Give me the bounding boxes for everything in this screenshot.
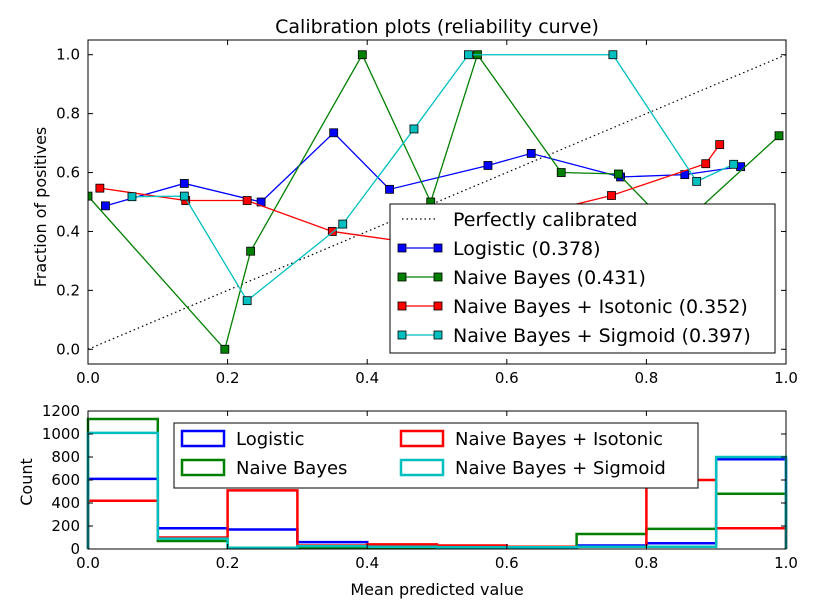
- histogram-legend-label-0: Logistic: [236, 429, 304, 450]
- histogram-legend-swatch-3: [399, 458, 445, 477]
- histogram-legend-label-1: Naive Bayes: [236, 458, 347, 479]
- series-2-point-0: [88, 191, 93, 201]
- series-4-point-1: [179, 191, 189, 201]
- histogram-y-axis-label: Count: [17, 458, 36, 506]
- histogram-plot-area: 0.0 0.2 0.4 0.6 0.8 1.0 0 200 400 600 800 1000 1200: [42, 402, 798, 572]
- y-tick-label: 0.4: [56, 222, 80, 240]
- x-tick-label: 0.2: [216, 554, 240, 572]
- calibration-legend: Perfectly calibrated Logistic (0.378) Naiv…: [389, 203, 776, 354]
- y-axis-label: Fraction of positives: [31, 127, 50, 288]
- histogram-legend-swatch-2: [399, 429, 445, 448]
- histogram-legend-swatch-1: [180, 458, 226, 477]
- series-2-point-9: [774, 131, 784, 141]
- legend-marker-2: [397, 272, 407, 282]
- series-4-point-2: [242, 296, 252, 306]
- y-tick-label: 0.8: [56, 105, 80, 123]
- calibration-plot: Calibration plots (reliability curve) Fr…: [31, 16, 798, 387]
- series-4-point-8: [729, 159, 739, 169]
- legend-marker-1: [397, 243, 407, 253]
- x-tick-label: 0.8: [634, 554, 658, 572]
- histogram-legend-swatch-0: [180, 429, 226, 448]
- series-3-point-3: [327, 227, 337, 236]
- y-tick-label: 0.0: [56, 340, 80, 358]
- y-tick-label: 200: [51, 517, 80, 535]
- series-1-point-4: [385, 184, 394, 194]
- series-3-point-5: [607, 191, 616, 200]
- legend-marker-3: [433, 301, 443, 311]
- y-tick-label: 0.2: [56, 281, 80, 299]
- series-1-point-3: [329, 128, 339, 138]
- calibration-plot-area: 0.0 0.2 0.4 0.6 0.8 1.0 0.0 0.2 0.4 0.6 0.8 1.0: [56, 39, 798, 387]
- x-tick-label: 0.0: [76, 369, 100, 387]
- y-tick-label: 0.6: [56, 164, 80, 182]
- x-tick-label: 0.0: [76, 554, 100, 572]
- series-3-point-6: [701, 159, 711, 169]
- legend-marker-3: [397, 301, 407, 311]
- chart-title: Calibration plots (reliability curve): [275, 16, 599, 38]
- legend-box: [389, 203, 776, 354]
- histogram-legend-label-3: Naive Bayes + Sigmoid: [455, 458, 666, 479]
- legend-marker-4: [433, 330, 443, 340]
- series-1-point-6: [526, 148, 536, 158]
- x-tick-label: 0.4: [355, 554, 379, 572]
- legend-marker-1: [433, 243, 443, 253]
- series-4-point-0: [127, 192, 137, 202]
- x-tick-label: 0.6: [495, 369, 519, 387]
- series-2-point-6: [556, 168, 566, 177]
- x-tick-label: 0.8: [634, 369, 658, 387]
- series-line-3: [99, 144, 721, 244]
- series-line-0: [88, 54, 786, 350]
- histogram-legend-box: [173, 422, 699, 489]
- legend-label-3: Naive Bayes + Isotonic (0.352): [453, 296, 748, 318]
- x-tick-label: 0.2: [216, 369, 240, 387]
- x-tick-label: 0.6: [495, 554, 519, 572]
- legend-marker-4: [397, 330, 407, 340]
- calibration-series-group: [88, 50, 786, 354]
- series-2-point-7: [614, 169, 623, 179]
- histogram-plot: Count Mean predicted value 0.0 0.2 0.4 0.6 0…: [17, 402, 798, 599]
- series-1-point-5: [483, 161, 493, 170]
- y-tick-label: 1.0: [56, 46, 80, 64]
- series-3-point-2: [242, 196, 252, 205]
- x-axis-label: Mean predicted value: [350, 580, 523, 599]
- y-tick-label: 600: [51, 471, 80, 489]
- x-tick-label: 1.0: [774, 554, 798, 572]
- series-3-point-7: [715, 140, 725, 149]
- legend-label-4: Naive Bayes + Sigmoid (0.397): [453, 325, 751, 347]
- series-1-point-1: [179, 179, 189, 188]
- histogram-legend-label-2: Naive Bayes + Isotonic: [455, 429, 663, 450]
- series-1-point-0: [101, 201, 110, 211]
- series-2-point-2: [246, 246, 256, 256]
- histogram-series-3: [86, 431, 788, 550]
- y-tick-label: 0: [70, 540, 80, 558]
- plot-frame: [87, 39, 787, 365]
- legend-label-0: Perfectly calibrated: [453, 209, 637, 231]
- series-3-point-0: [95, 183, 105, 193]
- y-tick-label: 800: [51, 448, 80, 466]
- series-2-point-1: [220, 344, 230, 354]
- x-tick-label: 0.4: [355, 369, 379, 387]
- legend-label-1: Logistic (0.378): [453, 238, 601, 260]
- legend-marker-2: [433, 272, 443, 282]
- series-4-point-6: [608, 50, 618, 60]
- series-4-point-3: [338, 219, 348, 229]
- series-4-point-4: [409, 124, 419, 134]
- series-line-2: [88, 53, 780, 351]
- y-tick-label: 400: [51, 494, 80, 512]
- legend-label-2: Naive Bayes (0.431): [453, 267, 646, 289]
- y-tick-label: 1000: [42, 425, 80, 443]
- series-4-point-5: [464, 50, 473, 60]
- series-4-point-7: [692, 176, 702, 186]
- histogram-legend: Logistic Naive Bayes Naive Bayes + Isotoni…: [173, 422, 699, 489]
- y-tick-label: 1200: [42, 402, 80, 420]
- x-tick-label: 1.0: [774, 369, 798, 387]
- series-2-point-3: [357, 50, 367, 60]
